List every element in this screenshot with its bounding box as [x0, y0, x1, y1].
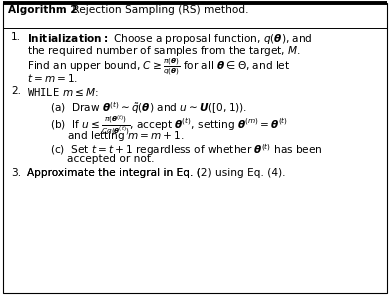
Text: $\mathbf{Initialization:}$ Choose a proposal function, $q(\boldsymbol{\theta})$,: $\mathbf{Initialization:}$ Choose a prop…: [27, 32, 313, 46]
Text: (c)  Set $t = t+1$ regardless of whether $\boldsymbol{\theta}^{(t)}$ has been: (c) Set $t = t+1$ regardless of whether …: [50, 142, 323, 158]
Text: Approximate the integral in Eq. (: Approximate the integral in Eq. (: [27, 168, 201, 178]
Text: the required number of samples from the target, $M$.: the required number of samples from the …: [27, 44, 301, 59]
Text: 2.: 2.: [11, 86, 21, 96]
Text: 3.: 3.: [11, 168, 21, 178]
Text: $t = m = 1$.: $t = m = 1$.: [27, 73, 78, 84]
Text: accepted or not.: accepted or not.: [67, 155, 154, 165]
Text: $\mathtt{WHILE}\ m \leq M$:: $\mathtt{WHILE}\ m \leq M$:: [27, 86, 99, 98]
Text: Rejection Sampling (RS) method.: Rejection Sampling (RS) method.: [69, 5, 248, 15]
Text: Find an upper bound, $C \geq \frac{\pi(\boldsymbol{\theta})}{q(\boldsymbol{\thet: Find an upper bound, $C \geq \frac{\pi(\…: [27, 57, 291, 78]
Text: (a)  Draw $\boldsymbol{\theta}^{(t)} \sim \tilde{q}(\boldsymbol{\theta})$ and $u: (a) Draw $\boldsymbol{\theta}^{(t)} \sim…: [50, 100, 247, 116]
Text: and letting $m = m+1$.: and letting $m = m+1$.: [67, 129, 184, 143]
Text: Algorithm 2: Algorithm 2: [8, 5, 78, 15]
Text: 1.: 1.: [11, 32, 21, 42]
Text: (b)  If $u \leq \frac{\pi(\boldsymbol{\theta}^{(t)})}{Cq(\boldsymbol{\theta}^{(t: (b) If $u \leq \frac{\pi(\boldsymbol{\th…: [50, 114, 288, 138]
Text: Approximate the integral in Eq. (2) using Eq. (4).: Approximate the integral in Eq. (2) usin…: [27, 168, 285, 178]
